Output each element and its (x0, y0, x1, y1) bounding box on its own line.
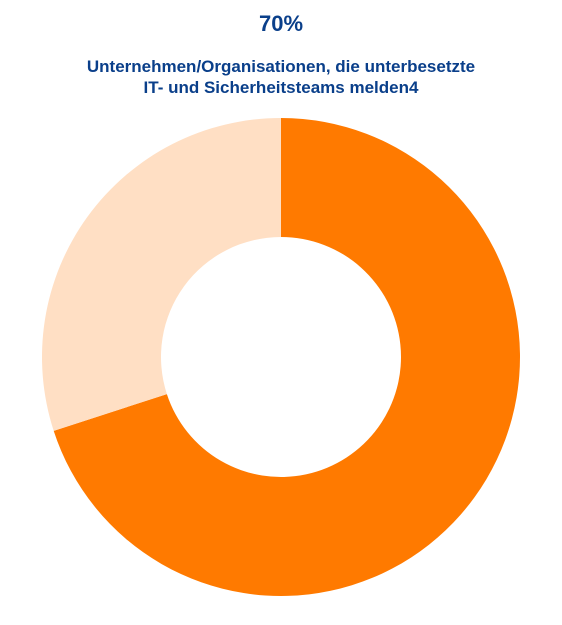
donut-slice-2 (41, 118, 281, 431)
stat-value: 70% (258, 11, 304, 36)
donut-slices (41, 118, 520, 597)
chart-caption: Unternehmen/Organisationen, die unterbes… (31, 56, 531, 98)
caption-line-1: Unternehmen/Organisationen, die unterbes… (86, 57, 476, 76)
caption-line-2: IT- und Sicherheitsteams melden4 (143, 78, 419, 97)
donut-slice-1 (53, 118, 520, 597)
